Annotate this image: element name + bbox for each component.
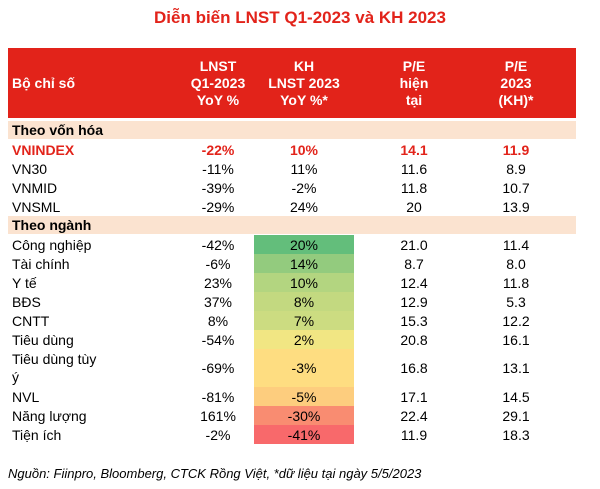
kh-lnst-value: 10% [254,273,354,292]
pe-now-value: 15.3 [400,312,428,329]
kh-lnst-value: 10% [289,141,319,158]
pe-2023-value: 11.9 [502,141,530,158]
lnst-q1-value: -2% [205,426,231,443]
pe-now-value: 14.1 [400,141,428,158]
table-row: VN30 -11% 11% 11.6 8.9 [8,159,576,178]
row-name: Năng lượng [12,407,87,424]
pe-now-value: 17.1 [400,388,428,405]
table-row: VNINDEX -22% 10% 14.1 11.9 [8,140,576,159]
pe-now-value: 12.4 [400,274,428,291]
pe-now-value: 20 [406,198,422,215]
pe-now-value: 20.8 [400,331,428,348]
kh-lnst-value: 11% [290,160,318,177]
kh-lnst-value: 2% [254,330,354,349]
pe-now-value: 11.9 [400,426,428,443]
pe-2023-value: 18.3 [502,426,530,443]
row-name: Tiêu dùng [12,331,74,348]
pe-now-value: 22.4 [400,407,428,424]
table-row: Tài chính -6% 14% 8.7 8.0 [8,254,576,273]
section-header: Theo ngành [8,216,576,234]
section-label: Theo vốn hóa [12,122,103,138]
pe-2023-value: 8.9 [506,160,526,177]
pe-now-value: 21.0 [400,236,428,253]
table-row: CNTT 8% 7% 15.3 12.2 [8,311,576,330]
pe-2023-value: 29.1 [502,407,530,424]
kh-lnst-value: 8% [254,292,354,311]
table-row: Tiêu dùng -54% 2% 20.8 16.1 [8,330,576,349]
row-name: Y tế [12,274,37,291]
table-row: VNMID -39% -2% 11.8 10.7 [8,178,576,197]
pe-2023-value: 12.2 [502,312,530,329]
row-name: VNMID [12,179,58,196]
table-header: Bộ chỉ số LNST Q1-2023 YoY % KH LNST 202… [8,48,576,118]
lnst-q1-value: 23% [203,274,233,291]
row-name: BĐS [12,293,41,310]
header-pe-2023: P/E 2023 (KH)* [498,57,534,108]
pe-2023-value: 10.7 [502,179,530,196]
lnst-q1-value: 161% [200,407,236,424]
lnst-q1-value: 8% [207,312,229,329]
table-row: NVL -81% -5% 17.1 14.5 [8,387,576,406]
pe-2023-value: 11.4 [502,236,530,253]
row-name: Công nghiệp [12,236,92,253]
lnst-q1-value: -6% [205,255,231,272]
header-pe-now: P/E hiện tại [399,57,429,108]
pe-2023-value: 11.8 [502,274,530,291]
row-name: Tiện ích [12,426,62,443]
lnst-q1-value: -22% [201,141,235,158]
kh-lnst-value: 7% [254,311,354,330]
section-header: Theo vốn hóa [8,121,576,139]
kh-lnst-value: -41% [254,425,354,444]
lnst-q1-value: -39% [201,179,235,196]
row-name: NVL [12,388,40,405]
lnst-q1-value: -81% [201,388,235,405]
kh-lnst-value: 24% [289,198,319,215]
kh-lnst-value: 20% [254,235,354,254]
section-label: Theo ngành [12,217,92,233]
row-name: Tài chính [12,255,70,272]
table-row: BĐS 37% 8% 12.9 5.3 [8,292,576,311]
row-name: VNINDEX [12,141,75,158]
pe-now-value: 11.8 [400,179,428,196]
table-row: Công nghiệp -42% 20% 21.0 11.4 [8,235,576,254]
header-kh-lnst: KH LNST 2023 YoY %* [268,57,340,108]
table-row: VNSML -29% 24% 20 13.9 [8,197,576,216]
pe-2023-value: 5.3 [506,293,526,310]
lnst-q1-value: -42% [201,236,235,253]
pe-now-value: 8.7 [404,255,424,272]
lnst-q1-value: -29% [201,198,235,215]
source-note: Nguồn: Fiinpro, Bloomberg, CTCK Rồng Việ… [8,466,422,481]
kh-lnst-value: -5% [254,387,354,406]
lnst-q1-value: 37% [203,293,233,310]
lnst-q1-value: -69% [201,360,235,376]
row-name: VN30 [12,160,48,177]
table-row: Tiện ích -2% -41% 11.9 18.3 [8,425,576,444]
table-row: Tiêu dùng tùy ý -69% -3% 16.8 13.1 [8,349,576,387]
pe-now-value: 12.9 [400,293,428,310]
table-row: Y tế 23% 10% 12.4 11.8 [8,273,576,292]
pe-2023-value: 16.1 [502,331,530,348]
pe-2023-value: 14.5 [502,388,530,405]
chart-title: Diễn biến LNST Q1-2023 và KH 2023 [154,8,446,27]
table-row: Năng lượng 161% -30% 22.4 29.1 [8,406,576,425]
header-index: Bộ chỉ số [12,74,76,91]
pe-2023-value: 13.9 [502,198,530,215]
header-lnst-q1: LNST Q1-2023 YoY % [190,57,246,108]
kh-lnst-value: 14% [254,254,354,273]
lnst-q1-value: -11% [202,160,234,177]
pe-now-value: 11.6 [400,160,428,177]
pe-2023-value: 13.1 [502,360,530,376]
lnst-q1-value: -54% [201,331,235,348]
row-name: Tiêu dùng tùy ý [12,351,97,385]
row-name: CNTT [12,312,50,329]
row-name: VNSML [12,198,61,215]
pe-now-value: 16.8 [400,360,428,376]
kh-lnst-value: -2% [291,179,317,196]
pe-2023-value: 8.0 [506,255,526,272]
kh-lnst-value: -30% [254,406,354,425]
kh-lnst-value: -3% [254,349,354,387]
